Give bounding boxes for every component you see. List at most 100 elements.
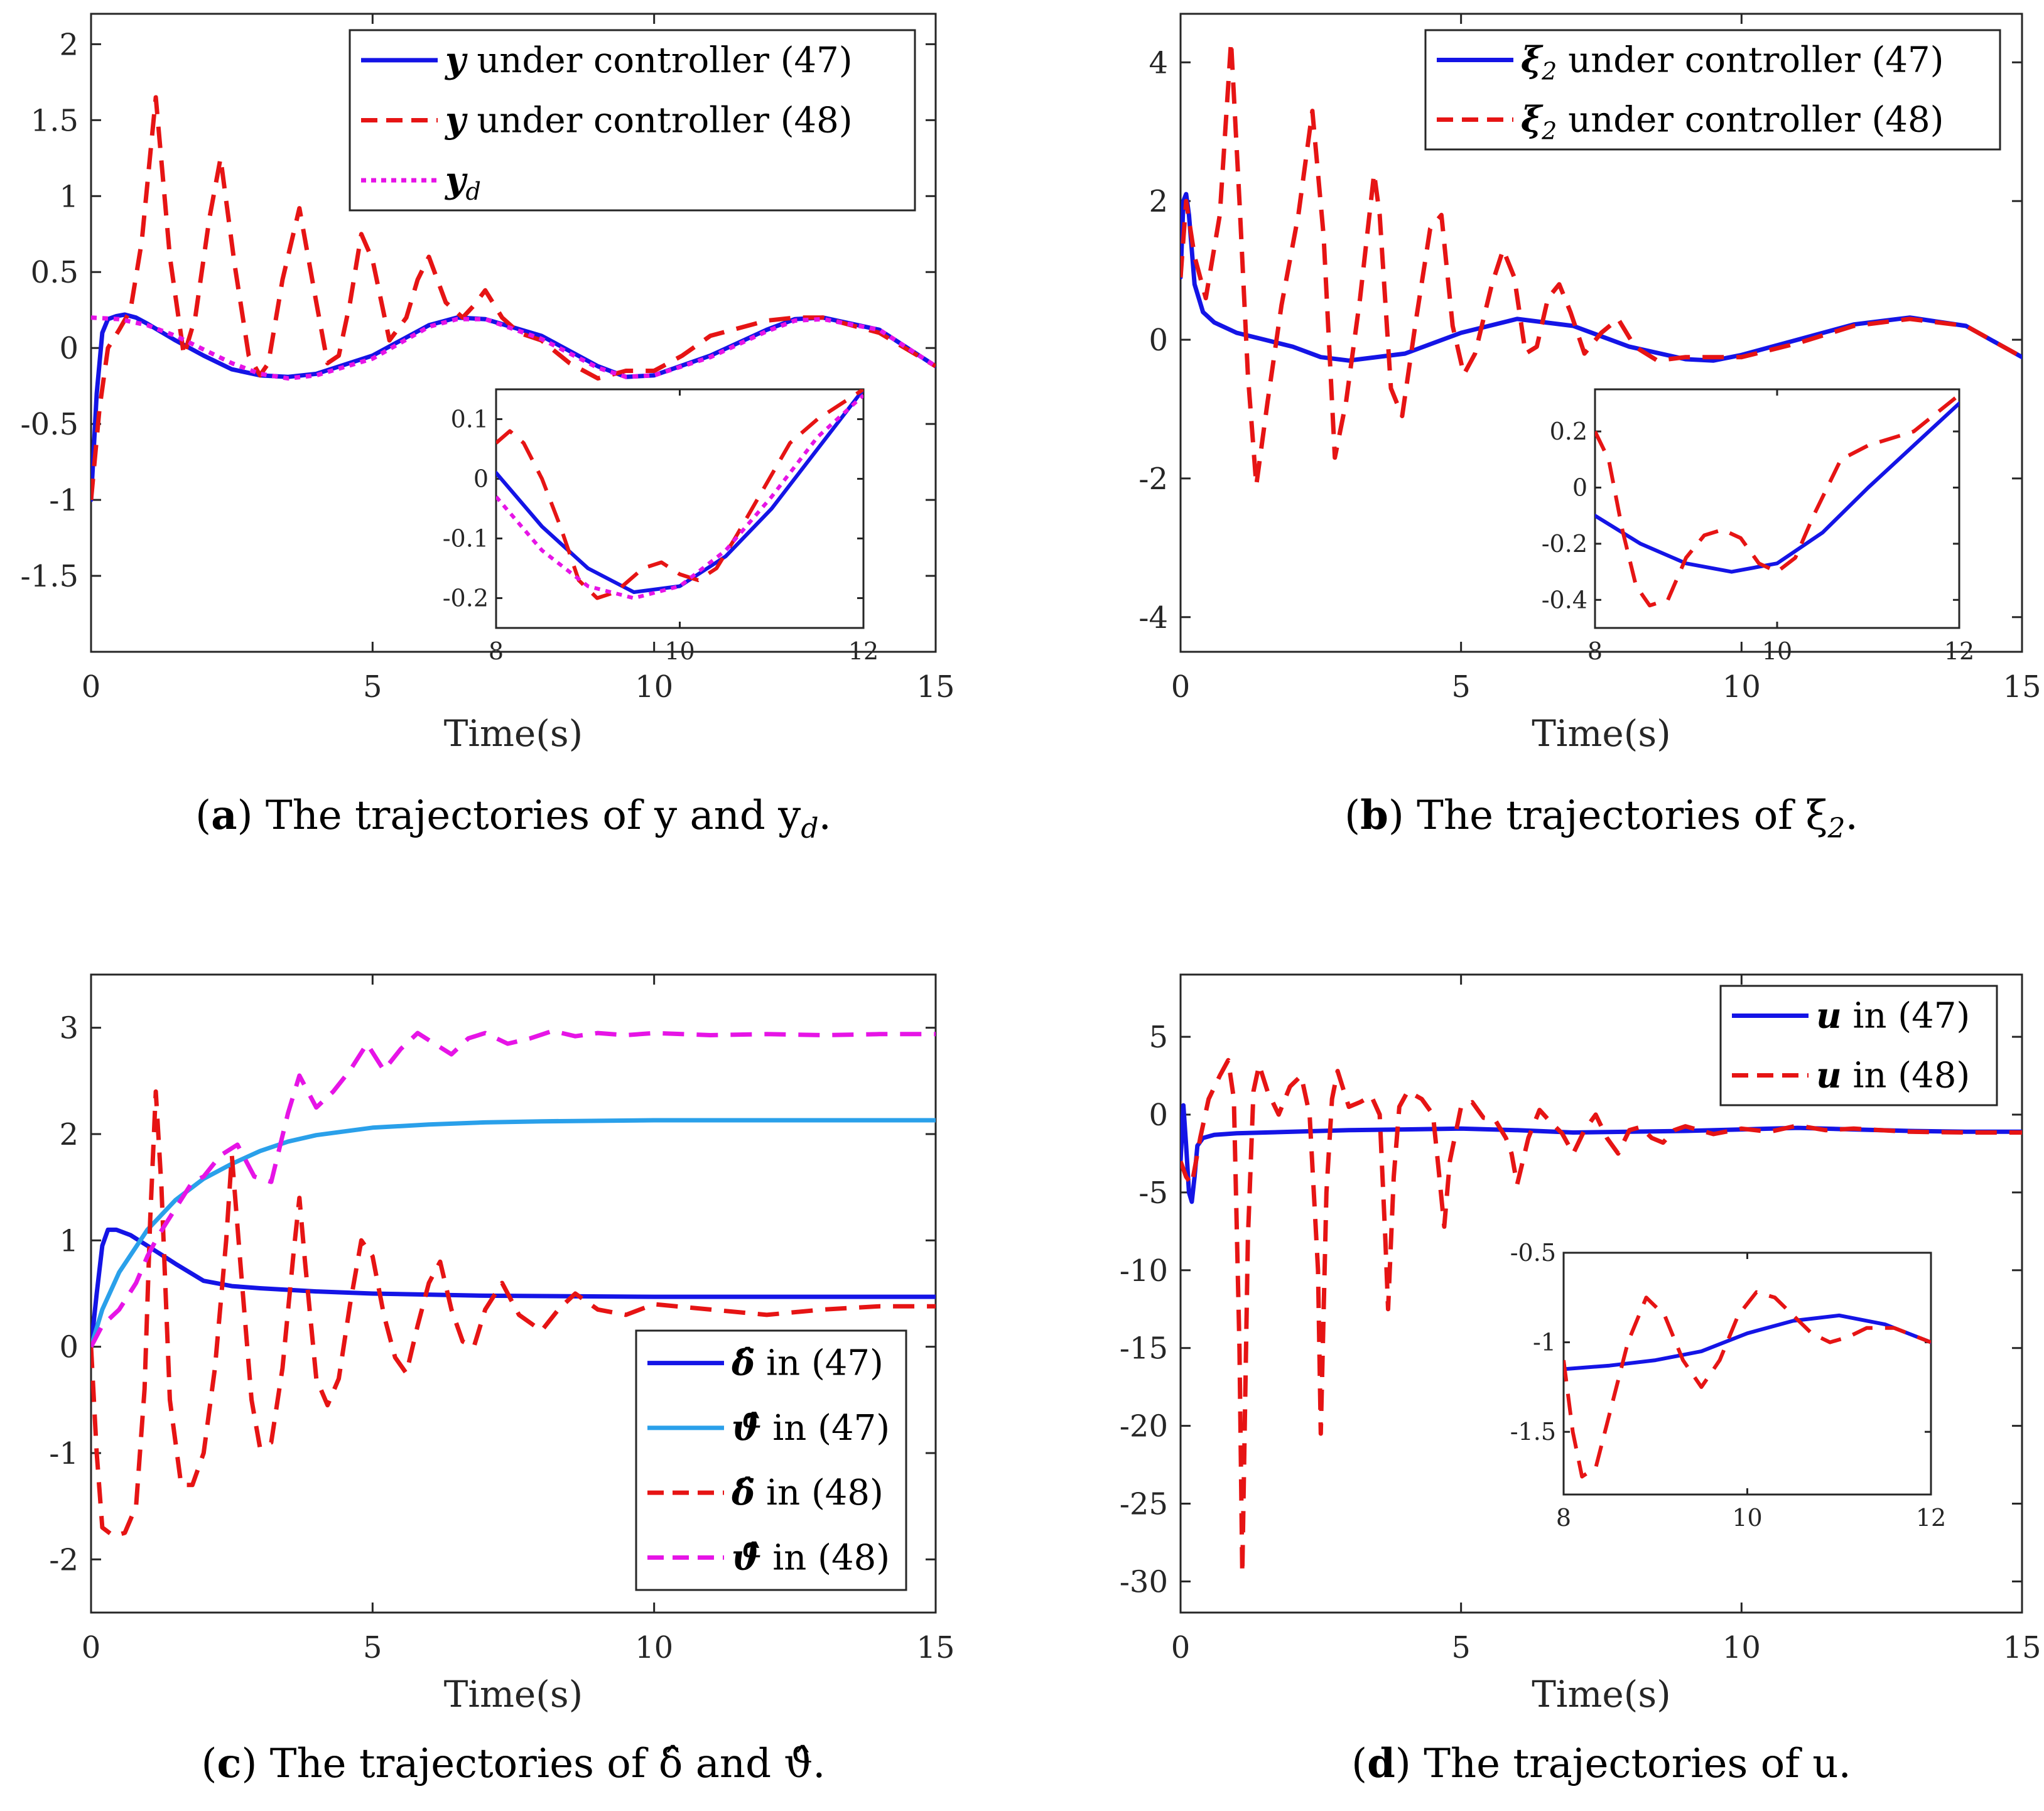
- caption-a: (a) The trajectories of y and yd.: [195, 792, 831, 845]
- x-axis-label: Time(s): [1532, 712, 1671, 755]
- x-tick-label: 0: [1171, 1630, 1191, 1665]
- y-tick-label: -2: [1138, 462, 1168, 497]
- legend-symbol: u: [1816, 1055, 1842, 1096]
- inset-y-tick-label: 0.2: [1550, 418, 1587, 445]
- caption-paren-open: (: [1351, 1741, 1367, 1787]
- caption-end: .: [1846, 792, 1858, 839]
- caption-text: The trajectories of y and y: [266, 792, 801, 839]
- caption-text: The trajectories of δ̂ and ϑ̂.: [270, 1741, 826, 1787]
- legend: y under controller (47)y under controlle…: [350, 30, 915, 210]
- legend: ξ2 under controller (47)ξ2 under control…: [1425, 30, 2000, 149]
- legend-rest: under controller (47): [466, 40, 853, 81]
- inset-a: 8 10 120.10-0.1-0.2: [443, 389, 879, 665]
- inset-x-tick-label: 12: [1916, 1504, 1946, 1532]
- inset-x-tick-label: 10: [1732, 1504, 1762, 1532]
- x-tick-label: 10: [1722, 669, 1761, 705]
- legend-rest: in (48): [1842, 1056, 1971, 1096]
- legend-subscript: 2: [1541, 58, 1557, 85]
- panel-c: 0 5 10 15-2-10123Time(s)δ̂ in (47)ϑ̂ in (47…: [49, 975, 954, 1787]
- legend-label-0: u in (47): [1816, 995, 1970, 1037]
- caption-b: (b) The trajectories of ξ2.: [1344, 792, 1858, 845]
- legend: δ̂ in (47)ϑ̂ in (47)δ̂ in (48)ϑ̂ in (48): [636, 1331, 906, 1590]
- y-tick-label: 2: [59, 1117, 78, 1152]
- y-tick-label: -30: [1120, 1564, 1168, 1599]
- caption-paren-close: ): [241, 1741, 269, 1787]
- x-tick-label: 5: [363, 669, 382, 705]
- y-tick-label: -5: [1138, 1176, 1168, 1211]
- panel-a: 0 5 10 15-1.5-1-0.500.511.52Time(s)8 10 120.1…: [20, 14, 954, 845]
- y-tick-label: 2: [59, 27, 78, 62]
- caption-letter: b: [1360, 792, 1388, 839]
- inset-x-tick-label: 8: [1556, 1504, 1571, 1532]
- inset-y-tick-label: -0.5: [1510, 1239, 1556, 1267]
- y-tick-label: 1: [59, 1223, 78, 1258]
- legend-rest: in (47): [1842, 996, 1971, 1037]
- panel-d: 0 5 10 15 -30 -25 -20 -15 -10 -5 0 5 Time(s) 8 10 12 -0.…: [1120, 975, 2041, 1787]
- inset-y-tick-label: -0.4: [1542, 586, 1587, 614]
- inset-y-tick-label: 0: [473, 465, 489, 493]
- y-tick-label: -4: [1138, 600, 1168, 635]
- legend-symbol: ϑ̂: [732, 1407, 762, 1449]
- caption-text: The trajectories of ξ: [1417, 792, 1827, 839]
- caption-c: (c) The trajectories of δ̂ and ϑ̂.: [202, 1740, 826, 1787]
- inset-x-tick-label: 10: [664, 637, 695, 665]
- inset-y-tick-label: -1.5: [1510, 1418, 1556, 1446]
- legend-symbol: y: [444, 159, 468, 201]
- caption-paren-close: ): [1388, 792, 1417, 839]
- y-tick-label: -2: [49, 1542, 78, 1577]
- caption-d: (d) The trajectories of u.: [1351, 1740, 1851, 1787]
- inset-y-tick-label: -0.1: [443, 525, 489, 553]
- legend-label-1: u in (48): [1816, 1055, 1970, 1096]
- y-tick-label: 1.5: [31, 103, 78, 138]
- legend-symbol: ξ: [1521, 99, 1544, 141]
- x-tick-label: 5: [1451, 669, 1471, 705]
- legend-rest: under controller (47): [1557, 40, 1944, 81]
- x-tick-label: 15: [916, 669, 954, 705]
- x-tick-label: 5: [1451, 1630, 1471, 1665]
- legend-subscript: 2: [1541, 117, 1557, 145]
- y-tick-label: -0.5: [20, 407, 78, 442]
- legend-label-0: δ̂ in (47): [731, 1343, 884, 1384]
- x-tick-label: 10: [635, 1630, 673, 1665]
- y-tick-label: -10: [1120, 1253, 1168, 1289]
- inset-y-tick-label: 0.1: [451, 406, 489, 433]
- caption-letter: c: [217, 1740, 241, 1787]
- legend-label-3: ϑ̂ in (48): [732, 1537, 890, 1578]
- legend-symbol: δ̂: [731, 1343, 755, 1384]
- legend-symbol: y: [444, 40, 468, 81]
- caption-subscript: d: [801, 813, 818, 845]
- inset-plot-frame: [1564, 1253, 1931, 1495]
- legend-symbol: y: [444, 100, 468, 141]
- legend-label-1: ξ2 under controller (48): [1521, 99, 1944, 145]
- inset-d: 8 10 12-0.5-1-1.5: [1510, 1239, 1946, 1532]
- y-tick-label: 1: [59, 179, 78, 214]
- y-tick-label: 3: [59, 1011, 78, 1046]
- legend-rest: under controller (48): [1557, 100, 1944, 141]
- x-tick-label: 10: [635, 669, 673, 705]
- caption-paren-close: ): [237, 792, 266, 839]
- caption-letter: a: [211, 792, 237, 839]
- y-tick-label: 0: [1149, 323, 1168, 358]
- x-tick-label: 0: [82, 669, 101, 705]
- legend-symbol: u: [1816, 995, 1842, 1037]
- legend-label-1: y under controller (48): [444, 100, 853, 141]
- inset-y-tick-label: 0: [1572, 473, 1587, 501]
- legend-label-0: ξ2 under controller (47): [1521, 40, 1944, 85]
- y-tick-label: 0.5: [31, 255, 78, 290]
- caption-end: .: [819, 792, 831, 839]
- legend-rest: in (48): [755, 1473, 884, 1513]
- panel-b: 0 5 10 15-4-2024Time(s)8 10 120.20-0.2-0.4ξ2 …: [1138, 14, 2041, 845]
- y-tick-label: -20: [1120, 1409, 1168, 1444]
- y-tick-label: 0: [59, 331, 78, 366]
- caption-text: The trajectories of u.: [1424, 1741, 1851, 1787]
- caption-paren-open: (: [1344, 792, 1360, 839]
- legend-subscript: d: [466, 178, 481, 205]
- legend-rest: under controller (48): [466, 100, 853, 141]
- caption-paren-open: (: [195, 792, 211, 839]
- inset-x-tick-label: 8: [489, 637, 504, 665]
- y-tick-label: 0: [59, 1330, 78, 1365]
- legend-symbol: ξ: [1521, 40, 1544, 81]
- inset-plot-frame: [1595, 389, 1959, 628]
- caption-subscript: 2: [1827, 813, 1846, 845]
- y-tick-label: 5: [1149, 1020, 1168, 1055]
